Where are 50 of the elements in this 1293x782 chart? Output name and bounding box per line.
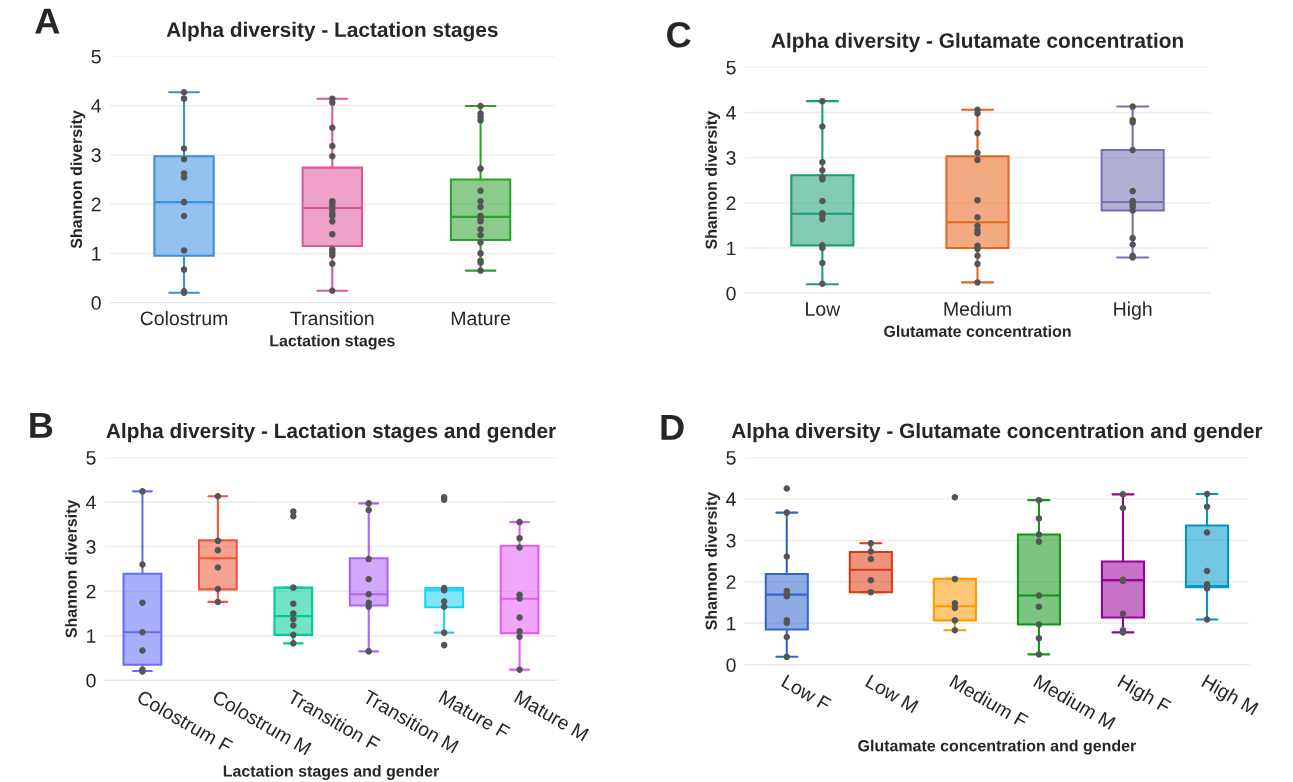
y-tick-label: 5 — [86, 451, 96, 465]
x-tick-label: Transition — [290, 310, 374, 326]
x-tick-label: High F — [1115, 673, 1172, 717]
y-tick-label: 0 — [86, 673, 96, 688]
y-tick-label: 1 — [727, 241, 736, 256]
y-axis-title: Shannon diversity — [70, 110, 86, 249]
x-tick-label: Low F — [781, 674, 832, 712]
y-tick-label: 4 — [86, 495, 96, 510]
x-tick-label: High — [1114, 301, 1152, 320]
y-tick-label: 4 — [91, 99, 101, 113]
y-tick-label: 5 — [726, 451, 736, 465]
y-tick-label: 3 — [86, 540, 96, 554]
chart-title: Alpha diversity - Lactation stages and gender — [106, 422, 556, 443]
y-tick-label: 1 — [87, 629, 96, 643]
y-tick-label: 4 — [726, 492, 736, 506]
y-tick-label: 2 — [91, 197, 101, 212]
x-tick-label: Medium — [944, 301, 1011, 316]
text: C — [667, 21, 691, 48]
x-axis-title: Glutamate concentration — [884, 325, 1071, 337]
text: D — [661, 415, 684, 440]
y-tick-label: 3 — [726, 533, 736, 548]
y-tick-label: 0 — [726, 658, 736, 672]
chart-title: Alpha diversity - Glutamate concentration and gender — [731, 422, 1263, 443]
text: B — [30, 412, 53, 438]
x-tick-label: Mature — [451, 311, 510, 326]
y-tick-label: 0 — [91, 296, 101, 310]
y-tick-label: 2 — [726, 196, 736, 210]
x-tick-label: Low — [806, 302, 841, 316]
x-tick-label: Colostrum — [140, 310, 228, 326]
y-tick-label: 2 — [86, 584, 96, 599]
x-tick-label: High M — [1199, 673, 1259, 719]
y-tick-label: 3 — [726, 151, 736, 165]
y-tick-label: 0 — [726, 286, 736, 301]
y-axis-title: Shannon diversity — [705, 491, 721, 630]
y-tick-label: 5 — [726, 60, 736, 75]
y-tick-label: 1 — [92, 247, 101, 261]
x-axis-title: Glutamate concentration and gender — [858, 739, 1137, 755]
x-tick-label: Low M — [865, 674, 919, 714]
y-tick-label: 2 — [726, 575, 736, 589]
chart-title: Alpha diversity - Lactation stages — [166, 21, 498, 42]
y-tick-label: 5 — [91, 49, 101, 64]
y-tick-label: 4 — [726, 106, 736, 120]
y-tick-label: 1 — [727, 616, 736, 631]
y-axis-title: Shannon diversity — [705, 111, 721, 250]
text: A — [35, 8, 60, 34]
y-tick-label: 3 — [91, 148, 101, 163]
y-axis-title: Shannon diversity — [65, 499, 81, 638]
chart-title: Alpha diversity - Glutamate concentration — [771, 32, 1183, 53]
x-axis-title: Lactation stages — [270, 334, 395, 350]
x-axis-title: Lactation stages and gender — [223, 765, 440, 780]
